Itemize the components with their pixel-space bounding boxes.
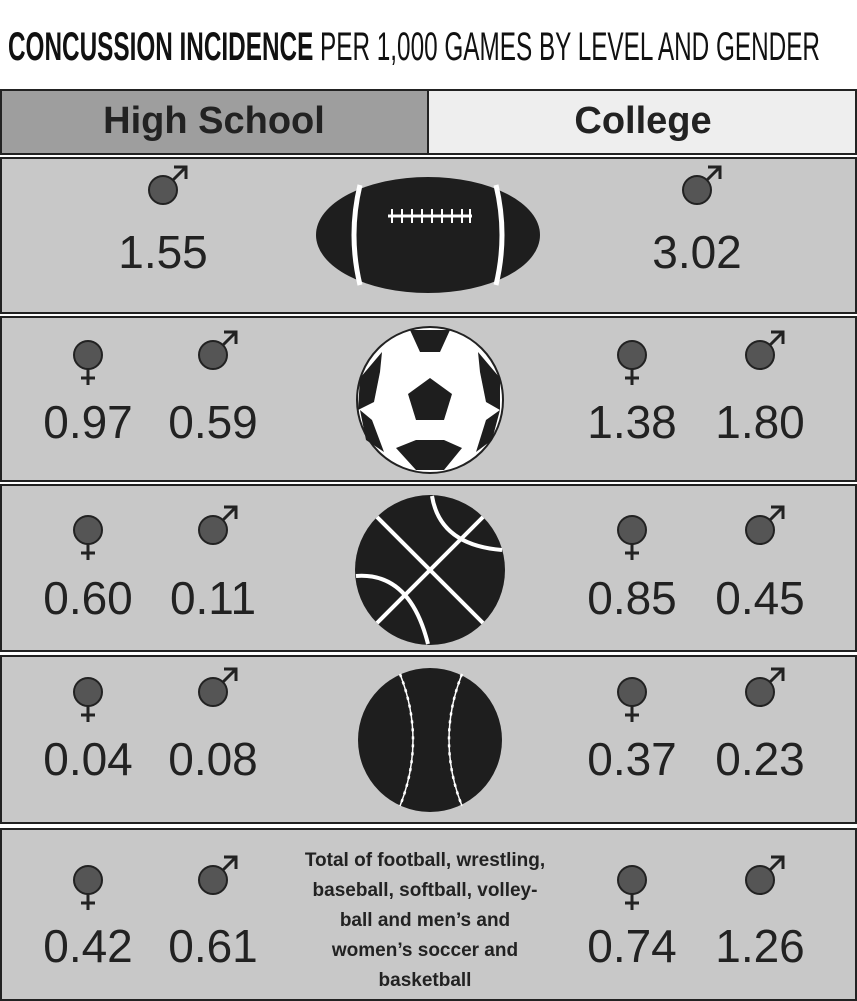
rate-value: 0.04 bbox=[43, 733, 133, 785]
rate-value: 0.74 bbox=[587, 920, 677, 972]
rate-value: 0.23 bbox=[715, 733, 805, 785]
note-line: Total of football, wrestling, bbox=[305, 850, 545, 871]
note-line: baseball, softball, volley- bbox=[313, 880, 538, 901]
rate-value: 0.37 bbox=[587, 733, 677, 785]
header: High School bbox=[103, 100, 325, 142]
rate-value: 3.02 bbox=[652, 226, 742, 278]
note-line: women’s soccer and bbox=[331, 940, 518, 961]
note-line: ball and men’s and bbox=[340, 910, 510, 931]
rate-value: 0.61 bbox=[168, 920, 258, 972]
rate-value: 0.97 bbox=[43, 396, 133, 448]
rate-value: 1.26 bbox=[715, 920, 805, 972]
football-icon bbox=[316, 177, 540, 293]
header-cell bbox=[0, 89, 429, 155]
baseball-icon bbox=[358, 668, 502, 812]
rate-value: 0.45 bbox=[715, 572, 805, 624]
soccer-icon bbox=[356, 326, 504, 474]
title-rest: PER 1,000 GAMES BY LEVEL AND GENDER bbox=[320, 25, 820, 69]
row-background bbox=[0, 828, 857, 1001]
rate-value: 1.38 bbox=[587, 396, 677, 448]
rate-value: 1.55 bbox=[118, 226, 208, 278]
rate-value: 0.85 bbox=[587, 572, 677, 624]
note-line: basketball bbox=[379, 970, 472, 991]
title: CONCUSSION INCIDENCE PER 1,000 GAMES BY … bbox=[8, 25, 820, 69]
title-bold: CONCUSSION INCIDENCE bbox=[8, 25, 313, 69]
rate-value: 1.80 bbox=[715, 396, 805, 448]
rate-value: 0.59 bbox=[168, 396, 258, 448]
rate-value: 0.11 bbox=[170, 572, 256, 624]
basketball-icon bbox=[355, 495, 505, 645]
header-cell bbox=[427, 89, 857, 155]
header: College bbox=[574, 100, 711, 142]
rate-value: 0.60 bbox=[43, 572, 133, 624]
rate-value: 0.42 bbox=[43, 920, 133, 972]
rate-value: 0.08 bbox=[168, 733, 258, 785]
